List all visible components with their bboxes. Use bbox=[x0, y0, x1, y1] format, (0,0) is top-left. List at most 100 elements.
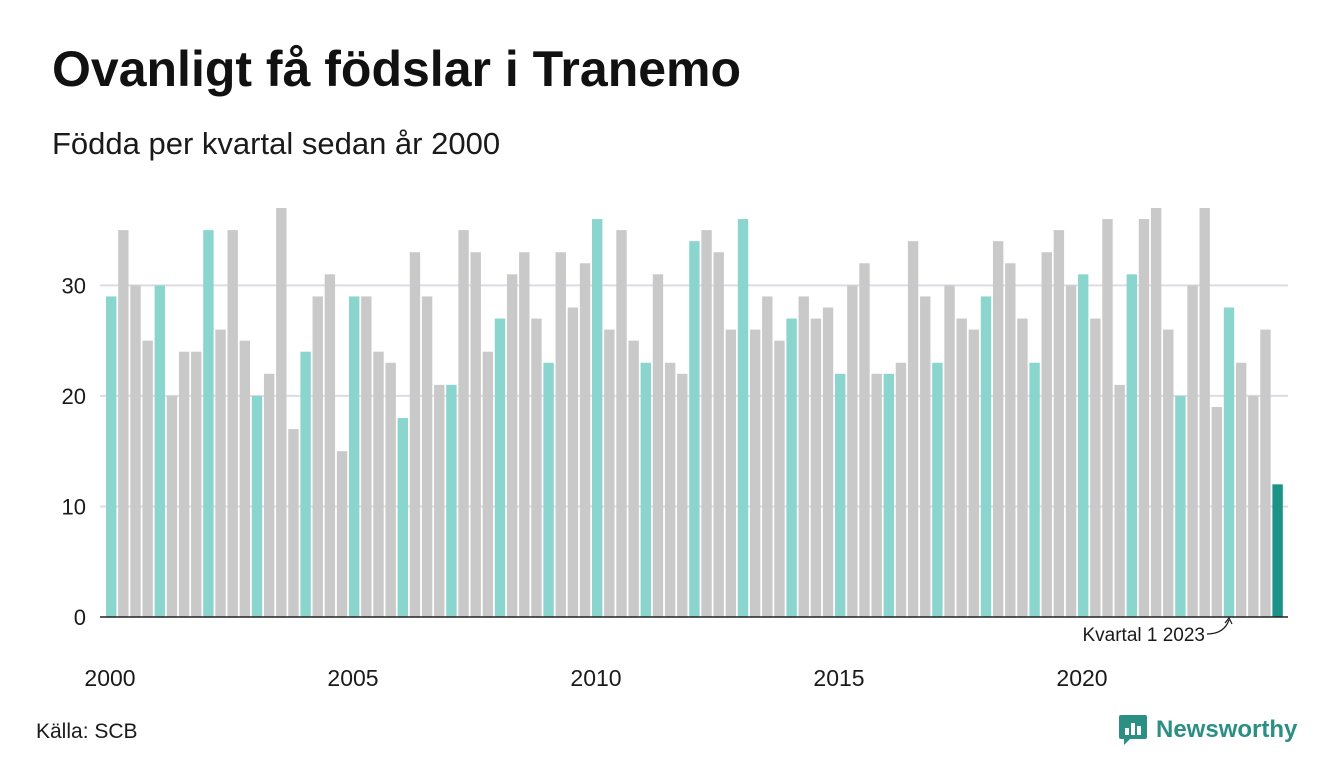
bar bbox=[142, 340, 153, 617]
bar bbox=[178, 351, 190, 617]
annotation-label: Kvartal 1 2023 bbox=[1082, 625, 1205, 646]
bar bbox=[1260, 329, 1271, 617]
bar bbox=[555, 252, 566, 617]
bar bbox=[1138, 219, 1150, 618]
bar bbox=[300, 351, 311, 617]
bar bbox=[154, 285, 165, 617]
newsworthy-logo-icon bbox=[1119, 715, 1147, 745]
bar bbox=[956, 318, 967, 617]
x-tick-label: 2020 bbox=[1056, 665, 1107, 691]
brand-name: Newsworthy bbox=[1156, 716, 1298, 743]
bar bbox=[652, 274, 664, 617]
y-tick-label: 30 bbox=[62, 273, 86, 298]
bar bbox=[276, 208, 287, 617]
bar bbox=[482, 351, 494, 617]
annotation-arrow bbox=[1206, 619, 1230, 635]
bar bbox=[664, 362, 676, 617]
bar bbox=[263, 373, 275, 617]
bar bbox=[1114, 384, 1125, 617]
bar bbox=[1017, 318, 1028, 617]
bar bbox=[871, 373, 882, 617]
bar bbox=[239, 340, 251, 617]
bar bbox=[166, 395, 178, 617]
bar bbox=[1199, 208, 1210, 617]
x-tick-label: 2015 bbox=[813, 665, 864, 691]
bar bbox=[409, 252, 421, 617]
bar bbox=[677, 373, 688, 617]
x-tick-label: 2005 bbox=[327, 665, 378, 691]
bar bbox=[227, 230, 238, 618]
bar bbox=[324, 274, 336, 617]
bar bbox=[1005, 263, 1016, 617]
bar bbox=[701, 230, 712, 618]
bar bbox=[579, 263, 591, 617]
bar bbox=[421, 296, 433, 617]
bar bbox=[907, 241, 919, 617]
bar bbox=[725, 329, 737, 617]
bar bbox=[1053, 230, 1065, 618]
bar bbox=[494, 318, 506, 617]
bar bbox=[847, 285, 858, 617]
bar bbox=[980, 296, 992, 617]
bar bbox=[519, 252, 530, 617]
chart-title: Ovanligt få födslar i Tranemo bbox=[52, 41, 742, 97]
bar bbox=[798, 296, 809, 617]
bar bbox=[191, 351, 202, 617]
bar bbox=[118, 230, 129, 618]
annotation-arrowhead bbox=[1224, 616, 1233, 625]
bar bbox=[251, 395, 263, 617]
y-tick-label: 10 bbox=[62, 494, 86, 519]
bar bbox=[1078, 274, 1089, 617]
bar bbox=[1041, 252, 1052, 617]
bar bbox=[1029, 362, 1040, 617]
bar bbox=[944, 285, 955, 617]
bar bbox=[106, 296, 117, 617]
bar bbox=[932, 362, 943, 617]
bar bbox=[1211, 406, 1223, 617]
bar bbox=[470, 252, 481, 617]
bar bbox=[397, 418, 408, 617]
bar bbox=[215, 329, 226, 617]
bar bbox=[920, 296, 931, 617]
bar bbox=[336, 451, 348, 617]
bar bbox=[737, 219, 749, 618]
bar bbox=[822, 307, 834, 617]
bar bbox=[1248, 395, 1259, 617]
bar bbox=[1126, 274, 1137, 617]
bar bbox=[628, 340, 639, 617]
bar bbox=[434, 384, 445, 617]
bar bbox=[786, 318, 797, 617]
chart-subtitle: Födda per kvartal sedan år 2000 bbox=[52, 126, 501, 161]
bar bbox=[1235, 362, 1247, 617]
bar bbox=[203, 230, 214, 618]
bar bbox=[604, 329, 615, 617]
bar bbox=[1150, 208, 1162, 617]
bar bbox=[592, 219, 603, 618]
brand-logo[interactable]: Newsworthy bbox=[1118, 712, 1297, 748]
bar bbox=[689, 241, 700, 617]
bar bbox=[835, 373, 846, 617]
bar bbox=[895, 362, 907, 617]
bar bbox=[640, 362, 651, 617]
bar bbox=[446, 384, 457, 617]
bar bbox=[385, 362, 396, 617]
bar bbox=[1272, 484, 1283, 617]
y-tick-label: 0 bbox=[74, 605, 86, 630]
bar bbox=[1223, 307, 1235, 617]
bar bbox=[859, 263, 870, 617]
bar bbox=[1102, 219, 1113, 618]
bar bbox=[1163, 329, 1174, 617]
bar bbox=[531, 318, 542, 617]
bar bbox=[762, 296, 773, 617]
bar bbox=[373, 351, 384, 617]
bar bbox=[506, 274, 518, 617]
bar bbox=[713, 252, 724, 617]
bar bbox=[774, 340, 785, 617]
source-note: Källa: SCB bbox=[36, 720, 138, 743]
bar bbox=[968, 329, 980, 617]
bar bbox=[312, 296, 323, 617]
bar bbox=[543, 362, 554, 617]
y-tick-label: 20 bbox=[62, 384, 86, 409]
bar bbox=[616, 230, 627, 618]
